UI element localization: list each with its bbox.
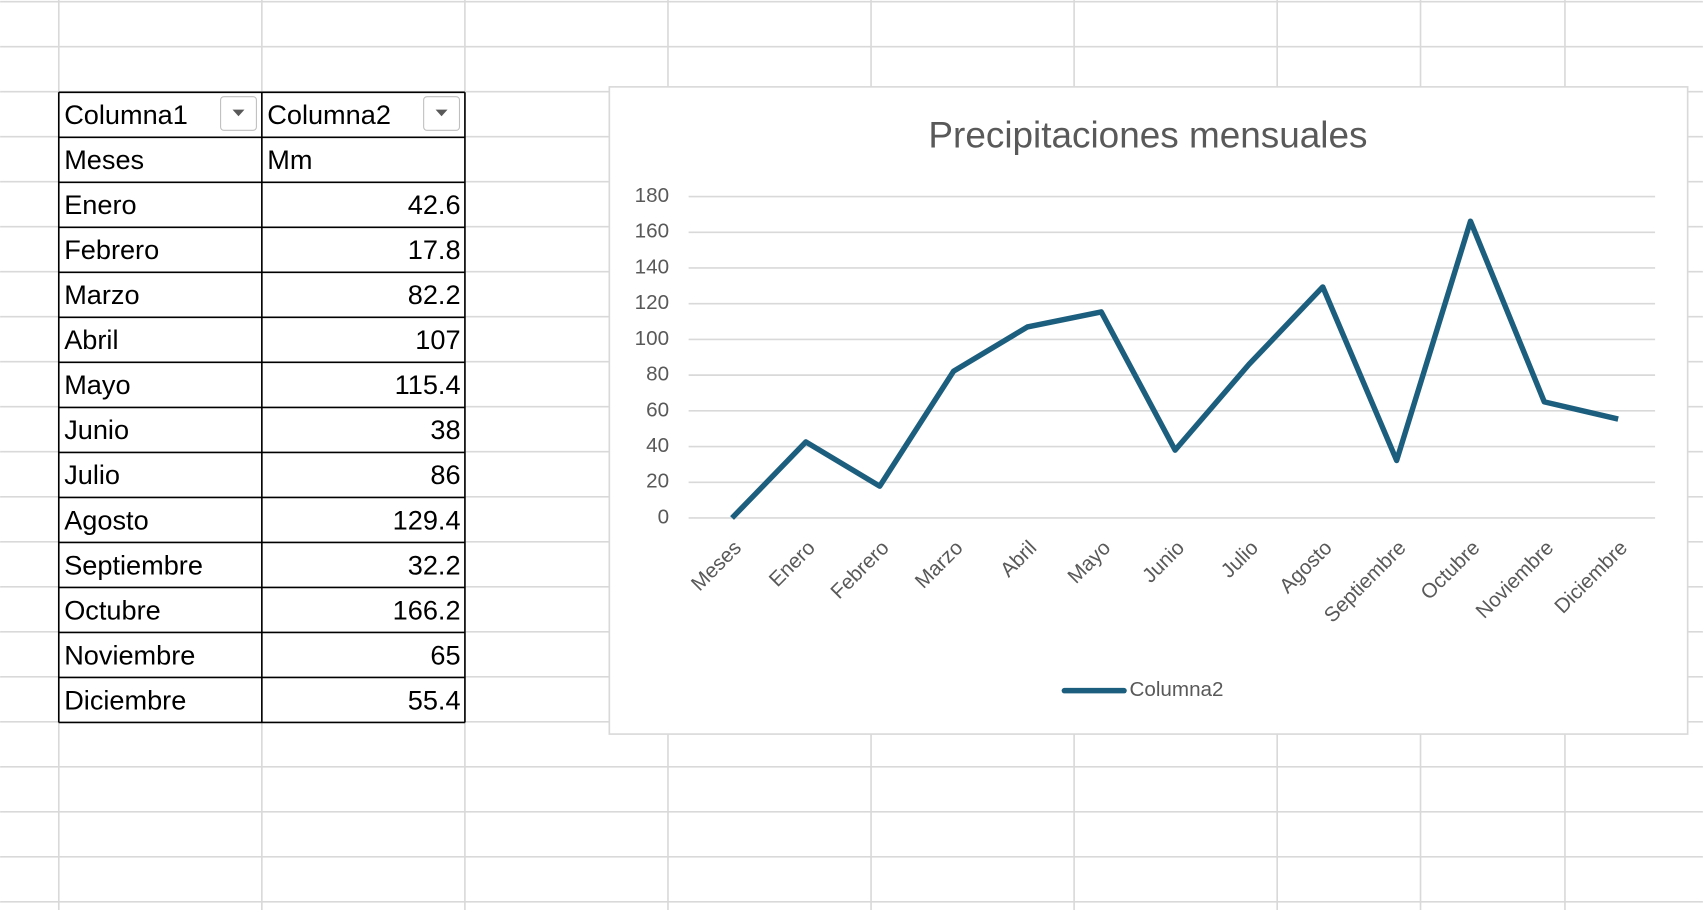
y-tick-label: 140 (635, 255, 669, 278)
legend-label: Columna2 (1129, 678, 1223, 701)
header-cell: Columna1 (64, 99, 188, 130)
table-cell: Abril (64, 324, 118, 355)
table-cell: Julio (64, 459, 120, 490)
y-tick-label: 60 (646, 398, 669, 421)
y-tick-label: 180 (635, 184, 669, 207)
table-cell: 38 (430, 414, 460, 445)
table-cell: 17.8 (408, 234, 461, 265)
table-cell: 115.4 (395, 369, 461, 400)
table-cell: 86 (430, 459, 460, 490)
y-tick-label: 120 (635, 291, 669, 314)
table-cell: 32.2 (408, 549, 461, 580)
table-cell: 55.4 (408, 684, 461, 715)
table-cell: Marzo (64, 279, 139, 310)
table-cell: 166.2 (393, 594, 461, 625)
table-cell: 65 (430, 639, 460, 670)
y-tick-label: 0 (658, 505, 669, 528)
y-tick-label: 80 (646, 363, 669, 386)
table-cell: Enero (64, 189, 136, 220)
chart-title: Precipitaciones mensuales (928, 115, 1367, 156)
table-cell: 107 (415, 324, 460, 355)
y-tick-label: 40 (646, 434, 669, 457)
table-cell: Septiembre (64, 549, 203, 580)
table-cell: 42.6 (408, 189, 461, 220)
filter-arrow (435, 109, 448, 117)
table-cell: Mayo (64, 369, 130, 400)
header-cell: Columna2 (267, 99, 391, 130)
table-cell: Junio (64, 414, 129, 445)
y-tick-label: 100 (635, 327, 669, 350)
table-cell: Octubre (64, 594, 160, 625)
table-cell: Agosto (64, 504, 148, 535)
y-tick-label: 160 (635, 220, 669, 243)
table-cell: Meses (64, 144, 144, 175)
table-cell: 82.2 (408, 279, 461, 310)
table-cell: Noviembre (64, 639, 195, 670)
table-cell: Febrero (64, 234, 159, 265)
data-line (730, 218, 1619, 520)
table-cell: Diciembre (64, 684, 186, 715)
y-tick-label: 20 (646, 470, 669, 493)
table-cell: Mm (267, 144, 312, 175)
table-cell: 129.4 (393, 504, 461, 535)
filter-arrow (232, 109, 245, 117)
